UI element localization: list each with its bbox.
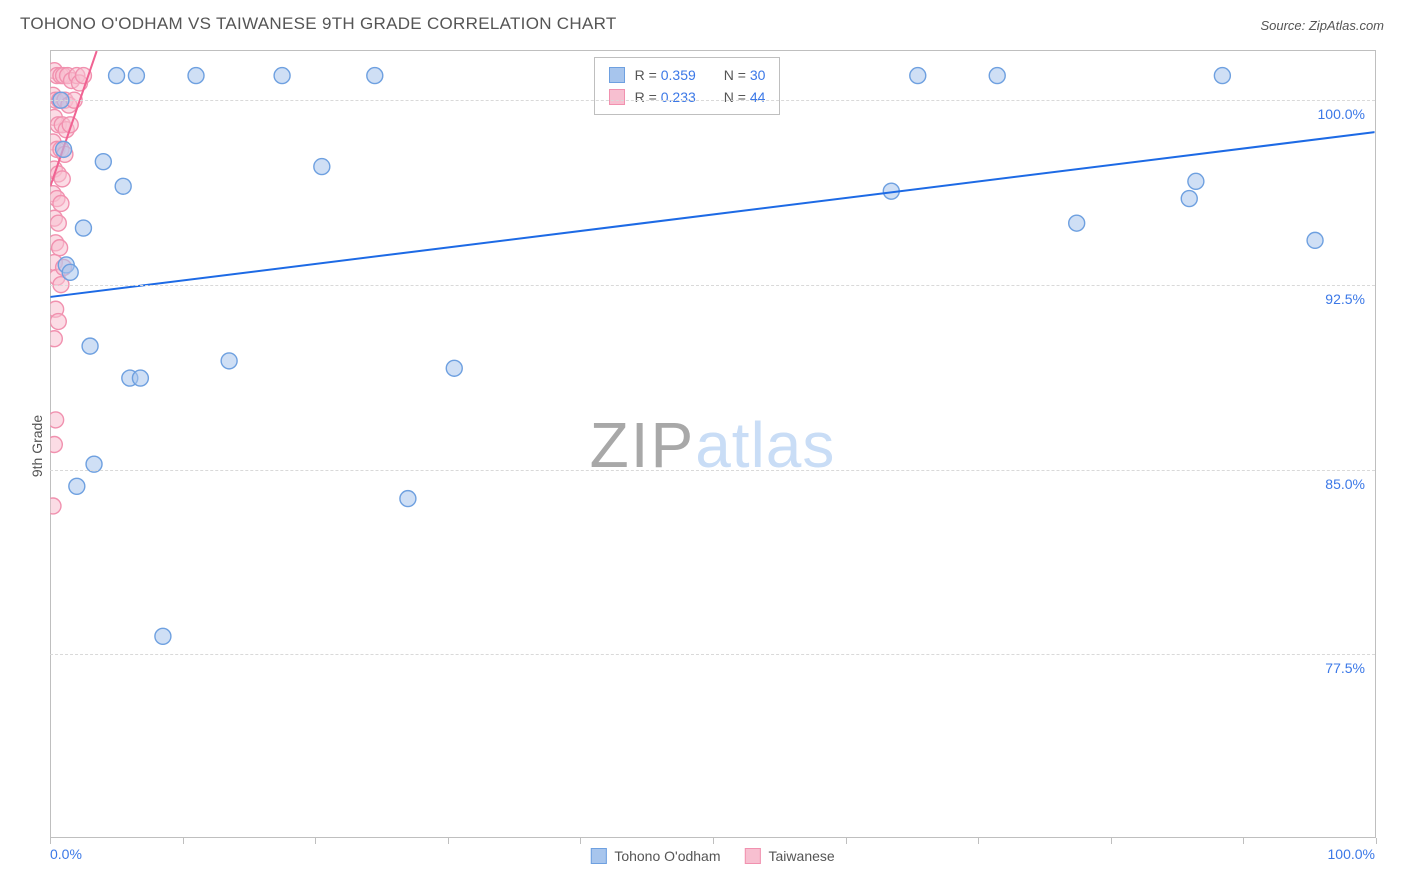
scatter-point-tohono — [69, 478, 85, 494]
scatter-point-tohono — [274, 68, 290, 84]
scatter-point-tohono — [115, 178, 131, 194]
scatter-point-taiwanese — [54, 171, 70, 187]
legend-label: Tohono O'odham — [614, 848, 720, 864]
scatter-point-tohono — [400, 491, 416, 507]
scatter-point-tohono — [446, 360, 462, 376]
source-label: Source: ZipAtlas.com — [1260, 18, 1384, 33]
swatch-tohono — [590, 848, 606, 864]
scatter-point-tohono — [221, 353, 237, 369]
scatter-point-taiwanese — [50, 412, 64, 428]
scatter-point-tohono — [1181, 191, 1197, 207]
scatter-point-tohono — [128, 68, 144, 84]
scatter-point-tohono — [155, 628, 171, 644]
scatter-point-tohono — [989, 68, 1005, 84]
x-min-label: 0.0% — [50, 846, 82, 862]
scatter-point-tohono — [82, 338, 98, 354]
scatter-point-taiwanese — [53, 195, 69, 211]
legend-row-taiwanese: R = 0.233 N = 44 — [609, 86, 766, 108]
gridline-h — [50, 470, 1375, 471]
y-tick-label: 92.5% — [1325, 291, 1365, 307]
x-tick — [1111, 838, 1112, 844]
scatter-point-tohono — [188, 68, 204, 84]
regression-line-tohono — [50, 132, 1374, 297]
scatter-point-taiwanese — [52, 240, 68, 256]
chart-title: TOHONO O'ODHAM VS TAIWANESE 9TH GRADE CO… — [20, 14, 617, 33]
x-tick — [846, 838, 847, 844]
scatter-point-tohono — [314, 159, 330, 175]
scatter-point-tohono — [1307, 232, 1323, 248]
r-label: R = 0.233 — [635, 86, 696, 108]
y-tick-label: 100.0% — [1318, 106, 1365, 122]
swatch-taiwanese — [609, 89, 625, 105]
legend-item-taiwanese: Taiwanese — [745, 848, 835, 864]
scatter-point-tohono — [367, 68, 383, 84]
y-tick-label: 77.5% — [1325, 660, 1365, 676]
scatter-point-tohono — [910, 68, 926, 84]
n-label: N = 44 — [724, 86, 766, 108]
scatter-point-tohono — [95, 154, 111, 170]
swatch-tohono — [609, 67, 625, 83]
x-tick — [315, 838, 316, 844]
scatter-point-tohono — [56, 141, 72, 157]
gridline-h — [50, 285, 1375, 286]
legend-row-tohono: R = 0.359 N = 30 — [609, 64, 766, 86]
n-label: N = 30 — [724, 64, 766, 86]
x-tick — [978, 838, 979, 844]
scatter-point-tohono — [109, 68, 125, 84]
x-tick — [1376, 838, 1377, 844]
swatch-taiwanese — [745, 848, 761, 864]
scatter-svg — [50, 51, 1375, 838]
x-tick — [183, 838, 184, 844]
scatter-point-tohono — [132, 370, 148, 386]
r-label: R = 0.359 — [635, 64, 696, 86]
scatter-point-tohono — [75, 220, 91, 236]
x-tick — [50, 838, 51, 844]
x-tick — [1243, 838, 1244, 844]
x-tick — [580, 838, 581, 844]
x-max-label: 100.0% — [1328, 846, 1375, 862]
y-axis-label: 9th Grade — [29, 415, 45, 477]
legend-label: Taiwanese — [769, 848, 835, 864]
gridline-h — [50, 654, 1375, 655]
x-tick — [713, 838, 714, 844]
series-legend: Tohono O'odham Taiwanese — [590, 848, 834, 864]
y-tick-label: 85.0% — [1325, 476, 1365, 492]
x-tick — [448, 838, 449, 844]
scatter-point-tohono — [1188, 173, 1204, 189]
scatter-point-taiwanese — [50, 498, 61, 514]
gridline-h — [50, 100, 1375, 101]
scatter-point-tohono — [62, 264, 78, 280]
correlation-legend: R = 0.359 N = 30 R = 0.233 N = 44 — [594, 57, 781, 115]
scatter-point-tohono — [1069, 215, 1085, 231]
legend-item-tohono: Tohono O'odham — [590, 848, 720, 864]
scatter-point-taiwanese — [50, 331, 62, 347]
scatter-point-taiwanese — [50, 437, 62, 453]
scatter-point-tohono — [1214, 68, 1230, 84]
scatter-point-taiwanese — [50, 314, 66, 330]
scatter-point-taiwanese — [50, 215, 66, 231]
plot-area: ZIPatlas R = 0.359 N = 30 R = 0.233 N = … — [50, 50, 1376, 838]
